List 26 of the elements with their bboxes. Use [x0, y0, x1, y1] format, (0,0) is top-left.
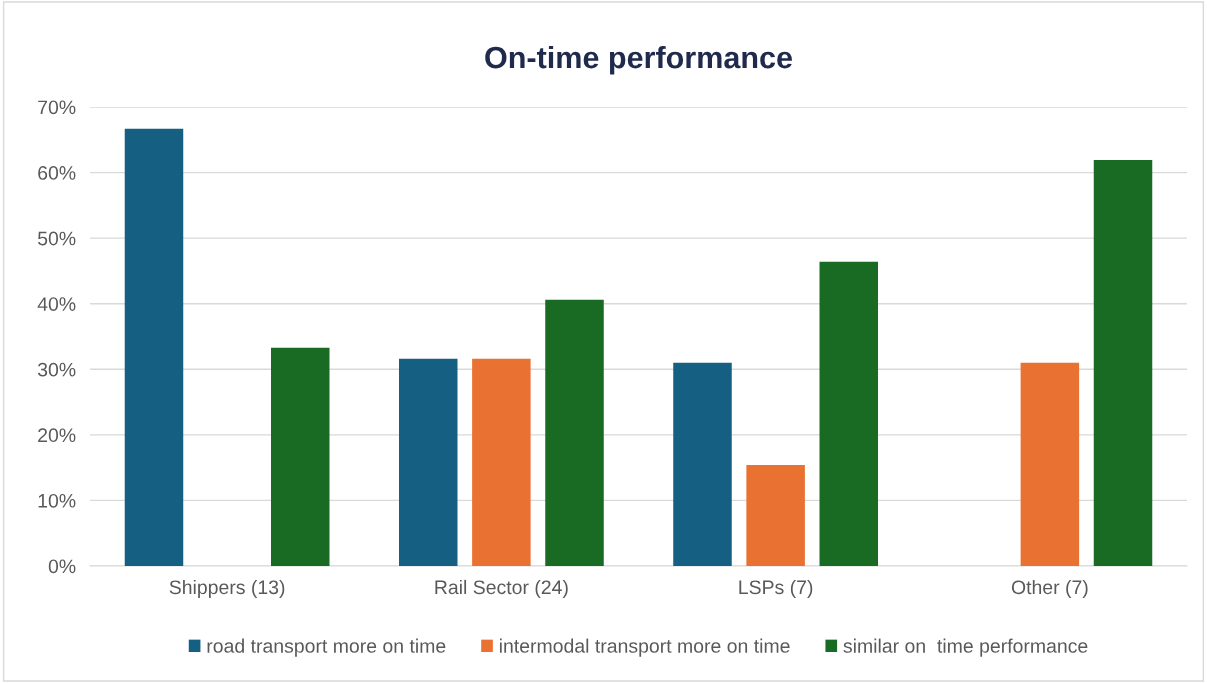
y-tick-label: 50% — [37, 231, 76, 246]
y-tick-label: 10% — [38, 493, 76, 508]
bar — [1020, 362, 1080, 566]
bar — [673, 362, 732, 566]
bar — [472, 358, 531, 566]
y-tick-label: 0% — [48, 559, 76, 574]
x-tick-label: Shippers (13) — [169, 579, 285, 599]
x-tick-label: Rail Sector (24) — [435, 579, 568, 599]
y-tick-label: 60% — [38, 166, 76, 180]
legend-label: similar on time performance — [843, 638, 1088, 657]
y-tick-label: 30% — [37, 362, 76, 377]
y-tick-label: 40% — [37, 297, 76, 311]
legend-label: road transport more on time — [207, 638, 446, 657]
bar — [819, 261, 879, 566]
y-tick-label: 70% — [38, 100, 76, 115]
chart-title: On-time performance — [485, 45, 792, 75]
bar — [271, 347, 330, 566]
bar — [545, 299, 604, 566]
bar — [124, 128, 184, 566]
x-tick-label: LSPs (7) — [739, 579, 813, 599]
legend-label: intermodal transport more on time — [499, 638, 790, 657]
x-tick-label: Other (7) — [1011, 579, 1088, 599]
y-tick-label: 20% — [38, 428, 76, 443]
bar — [746, 465, 805, 566]
bar — [1093, 160, 1153, 566]
bar — [398, 358, 458, 566]
